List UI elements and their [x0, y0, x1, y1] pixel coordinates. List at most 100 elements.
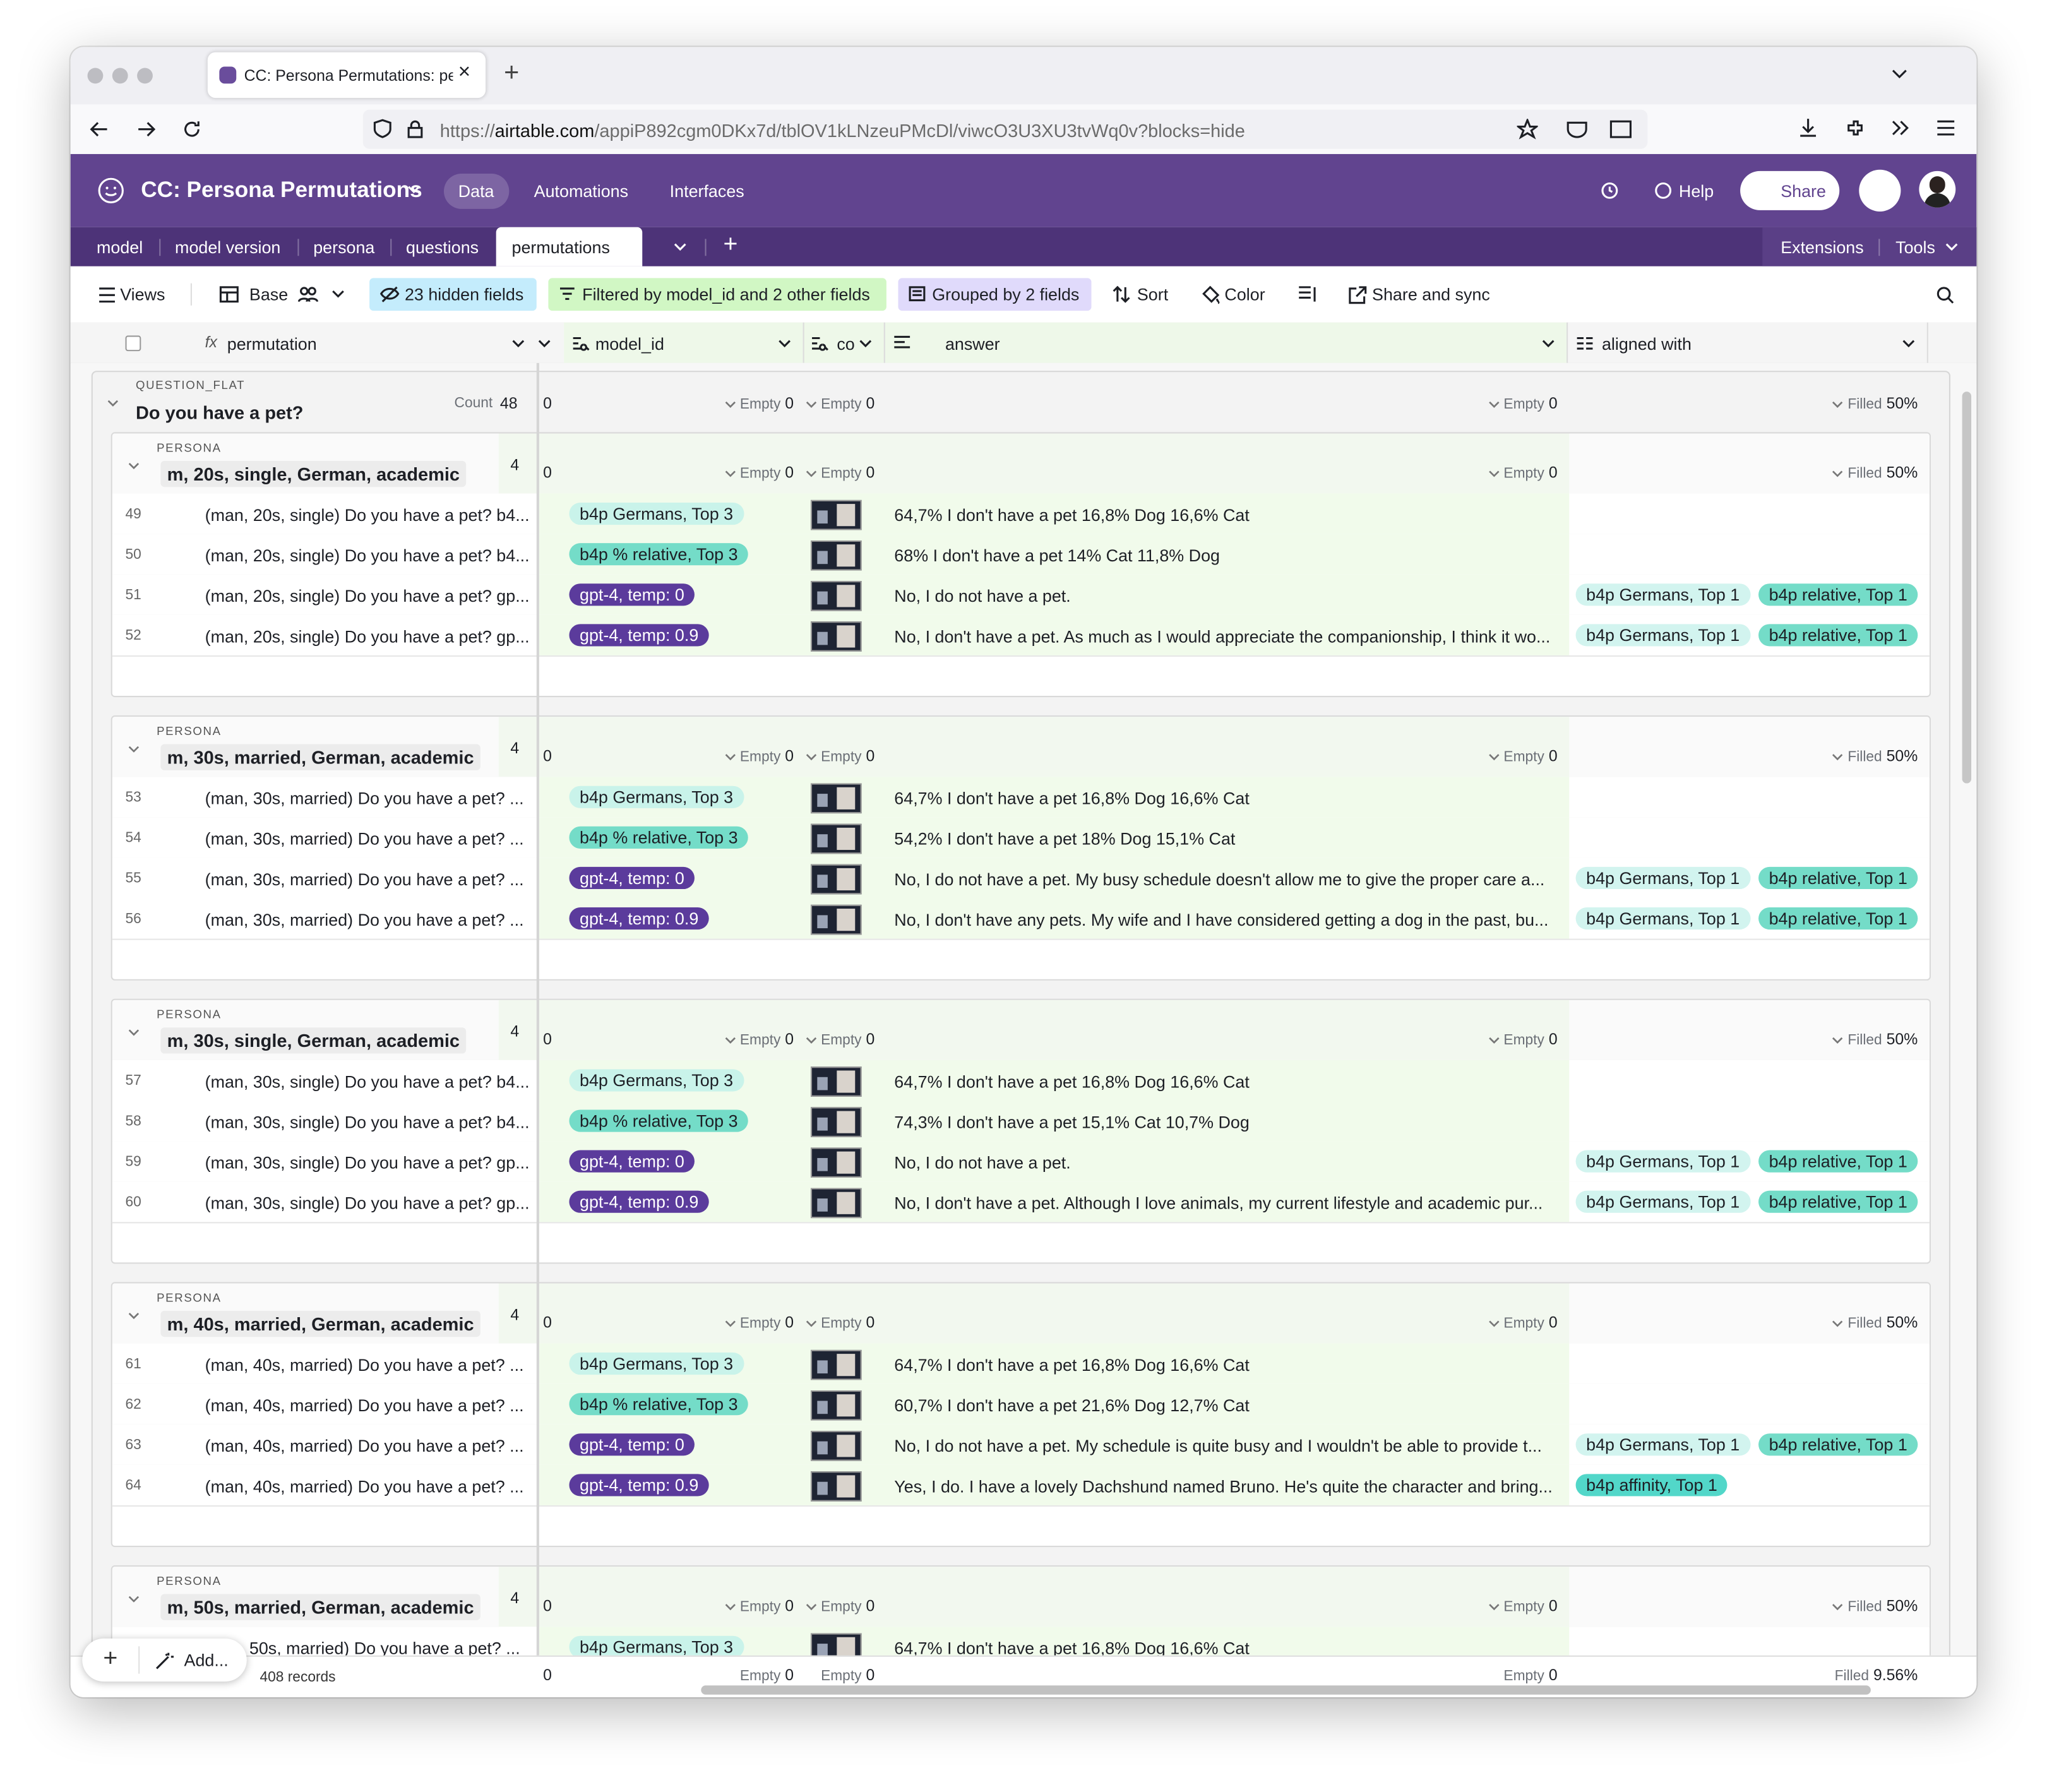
column-menu[interactable] [1902, 340, 1915, 349]
new-tab[interactable]: + [504, 59, 520, 88]
separator [159, 239, 161, 256]
tools-menu[interactable] [1945, 243, 1959, 252]
all-tables[interactable] [674, 243, 687, 252]
add-menu[interactable]: Add... [184, 1650, 229, 1670]
avatar-body [1924, 193, 1950, 208]
add-record[interactable]: + [103, 1645, 118, 1673]
add-table[interactable]: + [723, 230, 738, 259]
horizontal-scrollbar[interactable] [701, 1685, 1871, 1695]
tools[interactable]: Tools [1895, 237, 1935, 258]
summary: Empty 0 [1488, 1313, 1558, 1332]
color[interactable]: Color [1224, 284, 1265, 304]
column-menu[interactable] [511, 340, 525, 349]
filter-button[interactable]: Filtered by model_id and 2 other fields [548, 278, 886, 311]
row-number: 63 [125, 1437, 141, 1454]
aligned-tag: b4p relative, Top 1 [1758, 1433, 1918, 1456]
nav-item[interactable]: Interfaces [669, 181, 744, 201]
answer: 64,7% I don't have a pet 16,8% Dog 16,6%… [894, 788, 1250, 808]
permutation: (man, 30s, married) Do you have a pet? .… [205, 910, 524, 930]
summary-menu [1488, 1320, 1500, 1327]
help[interactable]: Help [1678, 181, 1714, 201]
column-name[interactable]: permutation [227, 334, 317, 354]
menu[interactable] [1936, 119, 1957, 137]
column-menu[interactable] [538, 340, 551, 349]
table-tab[interactable]: questions [406, 237, 479, 258]
summary: Empty 0 [1488, 1597, 1558, 1615]
footer: 408 records 0 Empty 0 Empty 0 Empty 0 Filled… [70, 1655, 1977, 1697]
window-button[interactable] [137, 68, 153, 84]
column-menu[interactable] [1542, 340, 1555, 349]
summary-value: 0 [543, 463, 552, 482]
window-button[interactable] [112, 68, 128, 84]
back[interactable] [89, 119, 110, 140]
summary: Filled 50% [1832, 463, 1918, 482]
hidden-fields: 23 hidden fields [404, 284, 524, 304]
search[interactable] [1936, 286, 1954, 304]
table-tab[interactable]: model [97, 237, 143, 258]
downloads[interactable] [1798, 117, 1818, 138]
pocket[interactable] [1567, 120, 1587, 138]
summary-value: 0 [866, 394, 875, 413]
nav-item[interactable]: Automations [534, 181, 629, 201]
column-name[interactable]: co [837, 334, 855, 354]
select-all[interactable] [125, 335, 141, 352]
column-menu[interactable] [778, 340, 791, 349]
summary-menu [1488, 401, 1500, 408]
active-table-tab[interactable]: permutations [496, 227, 643, 266]
model-tag: b4p % relative, Top 3 [569, 1393, 749, 1416]
subgroup-label: PERSONA [157, 724, 222, 738]
table-tab[interactable]: model version [175, 237, 281, 258]
column-name[interactable]: answer [945, 334, 1000, 354]
reload[interactable] [181, 119, 202, 140]
row-number: 58 [125, 1113, 141, 1130]
extensions[interactable]: Extensions [1781, 237, 1864, 258]
vertical-scrollbar[interactable] [1962, 391, 1972, 784]
aligned-tag: b4p Germans, Top 1 [1575, 907, 1750, 930]
base-name[interactable]: CC: Persona Permutations [141, 177, 422, 203]
thumbnail-image [837, 1475, 856, 1498]
subgroup-summary: 0 Empty 0 Empty 0 Empty 0 Filled 50% [71, 715, 1977, 775]
bookmark[interactable] [1517, 119, 1538, 140]
share-sync[interactable]: Share and sync [1372, 284, 1490, 304]
view-menu[interactable] [331, 290, 345, 299]
views[interactable]: Views [120, 284, 165, 304]
table-tab[interactable]: persona [313, 237, 375, 258]
url-field[interactable]: https://airtable.com/appiP892cgm0DKx7d/t… [362, 109, 1648, 149]
share-label: Share [1781, 181, 1826, 201]
group-button[interactable]: Grouped by 2 fields [898, 278, 1092, 311]
tab-menu[interactable] [623, 243, 636, 252]
count-label: Count [454, 395, 493, 412]
model-tag: gpt-4, temp: 0.9 [569, 907, 709, 930]
filtered-cells-bg [539, 1424, 1570, 1465]
nav-item[interactable]: Data [458, 181, 494, 201]
tab-list[interactable] [1890, 68, 1909, 81]
column-name[interactable]: model_id [595, 334, 664, 354]
more-tools[interactable] [1890, 119, 1911, 137]
close-tab[interactable]: × [458, 61, 471, 84]
browser-tab[interactable]: CC: Persona Permutations: perm × [207, 52, 486, 99]
column-menu[interactable] [859, 340, 872, 349]
row-height[interactable] [1298, 286, 1317, 303]
row: 56 (man, 30s, married) Do you have a pet?… [112, 898, 1930, 940]
aligned-tag: b4p relative, Top 1 [1758, 1190, 1918, 1213]
share-button[interactable]: Share [1740, 170, 1840, 210]
extensions-button[interactable] [1845, 117, 1866, 138]
column-divider [1926, 322, 1928, 363]
view-name[interactable]: Base [249, 284, 289, 304]
history[interactable] [1601, 181, 1619, 200]
base-menu[interactable] [407, 186, 421, 196]
thumbnail-image [837, 1354, 856, 1377]
summary-menu [1832, 753, 1844, 761]
notifications[interactable] [1859, 169, 1901, 212]
summary: Empty 0 [725, 1597, 794, 1615]
sort[interactable]: Sort [1137, 284, 1169, 304]
column-name[interactable]: aligned with [1601, 334, 1692, 354]
extension-icon[interactable] [1609, 120, 1633, 138]
window-button[interactable] [87, 68, 104, 84]
avatar[interactable] [1919, 170, 1956, 208]
model-tag: gpt-4, temp: 0 [569, 583, 695, 606]
hidden-fields-button[interactable]: 23 hidden fields [369, 278, 537, 311]
forward[interactable] [136, 119, 157, 140]
summary-value: 50% [1886, 1313, 1918, 1332]
thumbnail-image [837, 868, 856, 891]
